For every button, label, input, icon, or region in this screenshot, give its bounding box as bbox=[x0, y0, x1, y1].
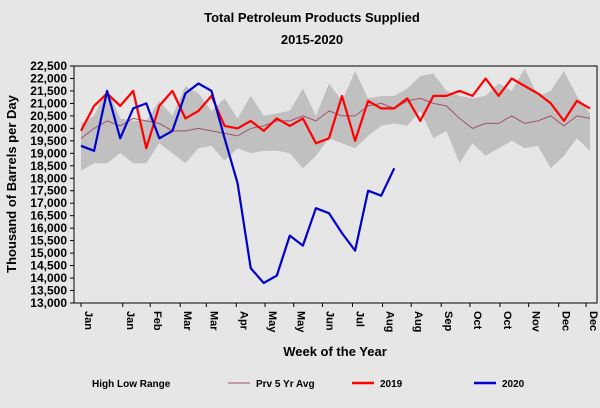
x-tick-label: Jul bbox=[354, 311, 366, 327]
x-tick-label: Aug bbox=[384, 311, 396, 332]
x-tick-label: Apr bbox=[237, 311, 249, 331]
y-tick-label: 17,000 bbox=[30, 196, 67, 210]
y-tick-label: 16,000 bbox=[30, 221, 67, 235]
series-2020-line bbox=[80, 82, 396, 285]
y-tick-label: 21,000 bbox=[30, 96, 67, 110]
legend-label-s2020: 2020 bbox=[502, 379, 525, 390]
x-axis-label: Week of the Year bbox=[283, 344, 387, 359]
y-tick-label: 22,000 bbox=[30, 71, 67, 85]
y-axis-label: Thousand of Barrels per Day bbox=[4, 94, 19, 272]
y-tick-label: 13,000 bbox=[30, 296, 67, 310]
plot-layer: 13,00013,50014,00014,50015,00015,50016,0… bbox=[30, 59, 599, 333]
plot-frame bbox=[73, 65, 598, 304]
y-tick-label: 20,500 bbox=[30, 109, 67, 123]
x-tick-label: Jan bbox=[82, 311, 94, 330]
x-tick-label: Oct bbox=[471, 311, 483, 330]
y-tick-label: 20,000 bbox=[30, 121, 67, 135]
y-tick-label: 22,500 bbox=[30, 59, 67, 73]
x-tick-label: Dec bbox=[587, 311, 599, 331]
series-2019-line bbox=[80, 77, 591, 150]
legend-label-avg: Prv 5 Yr Avg bbox=[256, 379, 315, 390]
legend-label-range: High Low Range bbox=[92, 379, 171, 390]
chart-subtitle: 2015-2020 bbox=[281, 32, 343, 47]
x-tick-label: Sep bbox=[442, 311, 454, 331]
y-tick-label: 14,000 bbox=[30, 271, 67, 285]
x-tick-label: Jan bbox=[124, 311, 136, 330]
chart-title: Total Petroleum Products Supplied bbox=[204, 10, 420, 25]
y-tick-label: 19,500 bbox=[30, 134, 67, 148]
y-tick-label: 15,500 bbox=[30, 234, 67, 248]
x-tick-label: Mar bbox=[181, 311, 193, 331]
x-tick-label: May bbox=[266, 311, 278, 333]
y-tick-label: 21,500 bbox=[30, 84, 67, 98]
x-tick-label: Nov bbox=[530, 311, 542, 333]
y-tick-label: 19,000 bbox=[30, 146, 67, 160]
y-tick-label: 18,000 bbox=[30, 171, 67, 185]
y-tick-label: 16,500 bbox=[30, 209, 67, 223]
x-tick-label: Mar bbox=[207, 311, 219, 331]
x-tick-label: May bbox=[295, 311, 307, 333]
x-tick-label: Feb bbox=[151, 311, 163, 331]
y-tick-label: 17,500 bbox=[30, 184, 67, 198]
y-tick-label: 15,000 bbox=[30, 246, 67, 260]
y-tick-label: 14,500 bbox=[30, 259, 67, 273]
x-tick-label: Jun bbox=[323, 311, 335, 331]
y-tick-label: 13,500 bbox=[30, 284, 67, 298]
y-tick-label: 18,500 bbox=[30, 159, 67, 173]
legend-label-s2019: 2019 bbox=[380, 379, 403, 390]
x-tick-label: Dec bbox=[560, 311, 572, 331]
x-tick-label: Oct bbox=[501, 311, 513, 330]
x-tick-label: Aug bbox=[412, 311, 424, 332]
legend: High Low Range Prv 5 Yr Avg 2019 2020 bbox=[92, 379, 525, 390]
